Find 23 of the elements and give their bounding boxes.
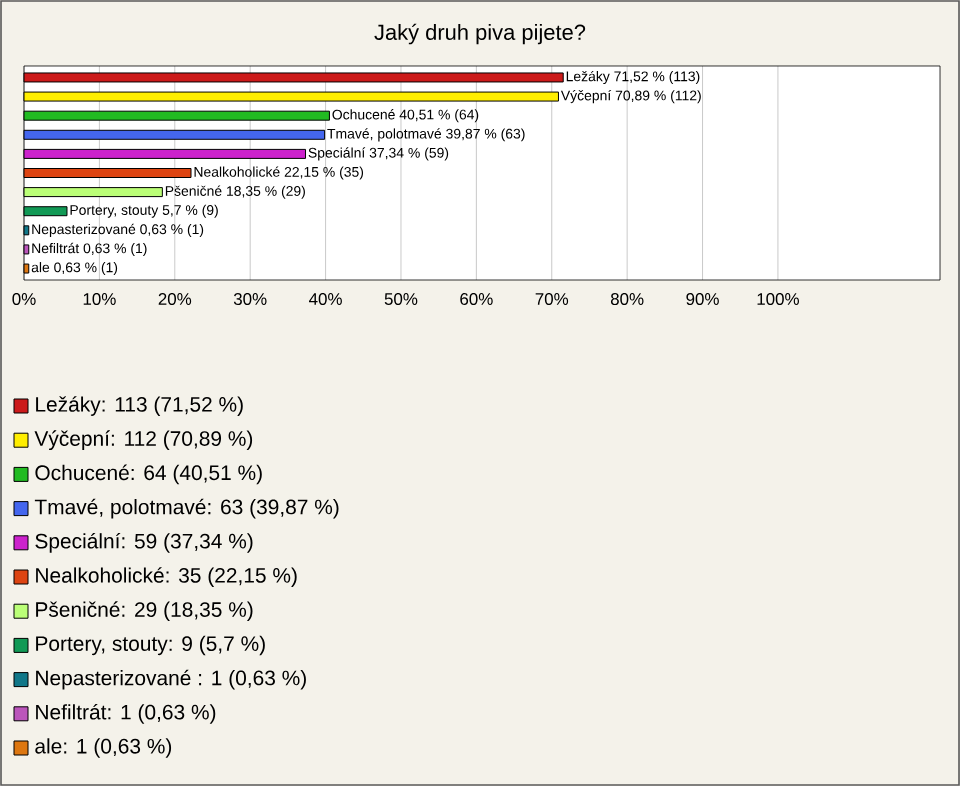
x-tick-label: 60% [460,293,493,306]
text: Nealkoholické: 35 (22,15 %) [36,567,297,587]
text: Speciální: 59 (37,34 %) [35,532,253,553]
text: Nefiltrát: 1 (0,63 %) [36,703,216,724]
x-tick-label: 40% [309,293,342,306]
text: Portery, stouty: 9 (5,7 %) [36,635,265,656]
text: Tmavé, polotmavé: 63 (39,87 %) [34,498,339,519]
text: ale: 1 (0,63 %) [35,738,172,758]
text: Ochucené: 64 (40,51 %) [35,464,262,485]
x-tick-label: 10% [83,293,116,306]
x-tick-label: 80% [610,293,644,306]
x-tick-label: 70% [535,293,569,306]
x-tick-label: 20% [158,293,192,306]
text: Pšeničné: 29 (18,35 %) [36,601,253,622]
x-tick-label: 50% [384,293,418,306]
text: Výčepní: 112 (70,89 %) [34,430,253,451]
x-tick-label: 90% [686,293,719,306]
text: Nepasterizované : 1 (0,63 %) [36,669,306,690]
text: Ležáky: 113 (71,52 %) [36,396,243,416]
x-tick-label: 0% [12,293,36,306]
chart-title: Jaký druh piva pijete? [374,23,586,45]
x-tick-label: 100% [757,293,799,306]
x-tick-label: 30% [233,293,267,306]
